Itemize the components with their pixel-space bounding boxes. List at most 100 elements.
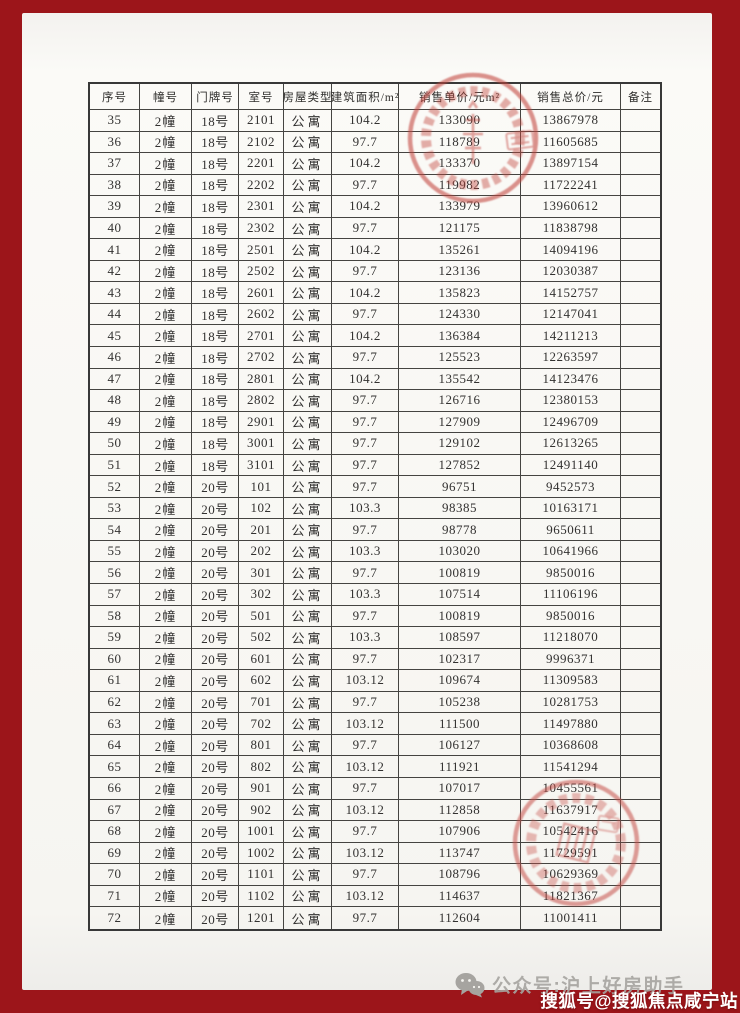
cell-unit-price: 112604 (399, 907, 521, 929)
cell-remark (621, 756, 660, 778)
cell-seq: 50 (90, 433, 140, 455)
cell-room: 1001 (239, 821, 284, 843)
cell-unit-price: 113747 (399, 842, 521, 865)
cell-type: 公寓 (284, 411, 332, 434)
cell-type: 公寓 (284, 562, 332, 585)
cell-building: 2幢 (140, 777, 192, 800)
header-total-price: 销售总价/元 (521, 84, 621, 110)
cell-door: 20号 (192, 519, 239, 541)
cell-type: 公寓 (284, 325, 332, 348)
cell-building: 2幢 (140, 260, 192, 283)
cell-door: 18号 (192, 390, 239, 412)
table-row: 65 2幢 20号 802 公寓 103.12 111921 11541294 (90, 756, 660, 778)
cell-type: 公寓 (284, 670, 332, 692)
cell-door: 18号 (192, 239, 239, 261)
cell-door: 18号 (192, 110, 239, 132)
cell-unit-price: 103020 (399, 540, 521, 563)
cell-remark (621, 843, 660, 865)
cell-building: 2幢 (140, 734, 192, 757)
cell-door: 20号 (192, 648, 239, 671)
cell-building: 2幢 (140, 497, 192, 520)
table-row: 43 2幢 18号 2601 公寓 104.2 135823 14152757 (90, 282, 660, 304)
cell-remark (621, 476, 660, 498)
cell-door: 18号 (192, 282, 239, 304)
cell-door: 20号 (192, 540, 239, 563)
cell-building: 2幢 (140, 519, 192, 541)
cell-total-price: 10281753 (521, 691, 621, 714)
cell-unit-price: 105238 (399, 691, 521, 714)
cell-type: 公寓 (284, 390, 332, 412)
cell-building: 2幢 (140, 627, 192, 649)
cell-door: 18号 (192, 196, 239, 218)
price-table: 序号 幢号 门牌号 室号 房屋类型 建筑面积/m² 销售单价/元m² 销售总价/元 备注 35 2幢… (88, 82, 662, 931)
cell-door: 20号 (192, 799, 239, 822)
table-row: 55 2幢 20号 202 公寓 103.3 103020 10641966 (90, 540, 660, 563)
table-row: 37 2幢 18号 2201 公寓 104.2 133370 13897154 (90, 153, 660, 175)
table-header-row: 序号 幢号 门牌号 室号 房屋类型 建筑面积/m² 销售单价/元m² 销售总价/元 备注 (90, 84, 660, 110)
cell-room: 501 (239, 605, 284, 628)
cell-door: 18号 (192, 131, 239, 154)
document-page: 序号 幢号 门牌号 室号 房屋类型 建筑面积/m² 销售单价/元m² 销售总价/元 备注 35 2幢… (22, 13, 712, 997)
cell-building: 2幢 (140, 454, 192, 477)
cell-remark (621, 110, 660, 132)
cell-remark (621, 390, 660, 412)
cell-seq: 47 (90, 368, 140, 391)
cell-total-price: 10163171 (521, 497, 621, 520)
cell-area: 103.3 (332, 584, 399, 606)
cell-unit-price: 96751 (399, 476, 521, 498)
cell-seq: 68 (90, 821, 140, 843)
cell-building: 2幢 (140, 153, 192, 175)
cell-building: 2幢 (140, 584, 192, 606)
cell-area: 104.2 (332, 153, 399, 175)
cell-door: 20号 (192, 476, 239, 498)
cell-room: 701 (239, 691, 284, 714)
cell-total-price: 11637917 (521, 799, 621, 822)
cell-room: 1201 (239, 907, 284, 929)
table-row: 58 2幢 20号 501 公寓 97.7 100819 9850016 (90, 605, 660, 628)
table-row: 45 2幢 18号 2701 公寓 104.2 136384 14211213 (90, 325, 660, 348)
table-row: 63 2幢 20号 702 公寓 103.12 111500 11497880 (90, 713, 660, 735)
cell-area: 104.2 (332, 110, 399, 132)
cell-unit-price: 109674 (399, 670, 521, 692)
cell-area: 97.7 (332, 411, 399, 434)
cell-room: 702 (239, 713, 284, 735)
cell-type: 公寓 (284, 174, 332, 197)
cell-building: 2幢 (140, 368, 192, 391)
cell-remark (621, 606, 660, 628)
cell-building: 2幢 (140, 390, 192, 412)
cell-total-price: 11497880 (521, 713, 621, 735)
cell-total-price: 14211213 (521, 325, 621, 348)
cell-room: 201 (239, 519, 284, 541)
cell-seq: 54 (90, 519, 140, 541)
cell-building: 2幢 (140, 476, 192, 498)
cell-unit-price: 100819 (399, 605, 521, 628)
cell-unit-price: 126716 (399, 390, 521, 412)
cell-room: 2102 (239, 131, 284, 154)
cell-remark (621, 325, 660, 348)
cell-unit-price: 135823 (399, 282, 521, 304)
cell-door: 20号 (192, 885, 239, 908)
table-row: 68 2幢 20号 1001 公寓 97.7 107906 10542416 (90, 821, 660, 843)
cell-remark (621, 735, 660, 757)
cell-building: 2幢 (140, 540, 192, 563)
cell-door: 20号 (192, 584, 239, 606)
cell-area: 97.7 (332, 217, 399, 240)
cell-type: 公寓 (284, 110, 332, 132)
cell-type: 公寓 (284, 540, 332, 563)
cell-building: 2幢 (140, 907, 192, 929)
cell-area: 97.7 (332, 821, 399, 843)
cell-building: 2幢 (140, 842, 192, 865)
cell-type: 公寓 (284, 756, 332, 778)
cell-building: 2幢 (140, 282, 192, 304)
cell-building: 2幢 (140, 713, 192, 735)
cell-area: 103.3 (332, 540, 399, 563)
cell-door: 20号 (192, 562, 239, 585)
cell-unit-price: 121175 (399, 217, 521, 240)
cell-type: 公寓 (284, 153, 332, 175)
cell-seq: 59 (90, 627, 140, 649)
cell-building: 2幢 (140, 885, 192, 908)
cell-building: 2幢 (140, 756, 192, 778)
cell-unit-price: 111921 (399, 756, 521, 778)
cell-remark (621, 412, 660, 434)
cell-total-price: 11001411 (521, 907, 621, 929)
